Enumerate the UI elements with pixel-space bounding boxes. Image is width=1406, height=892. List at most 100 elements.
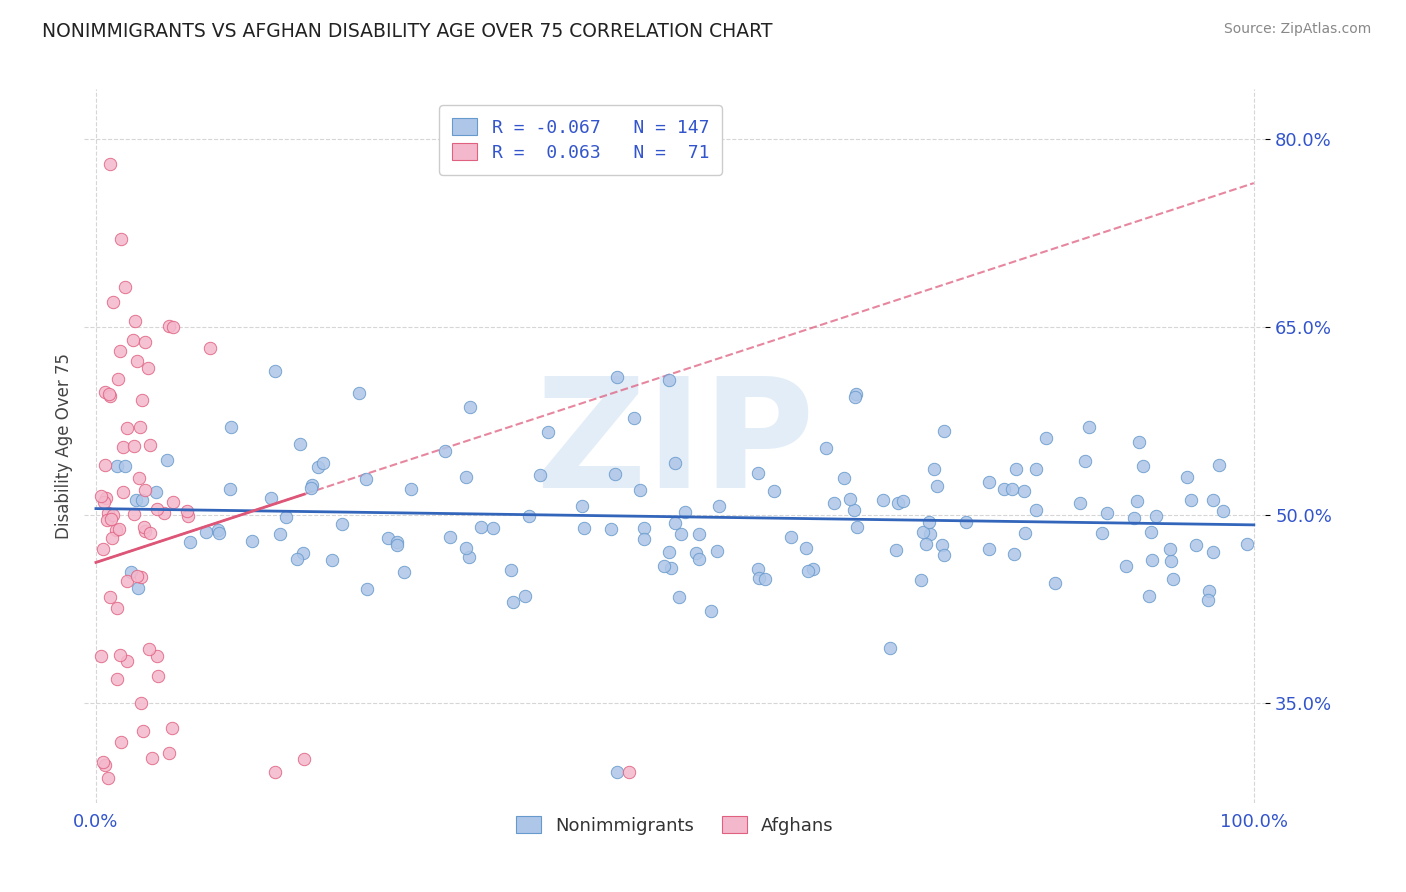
Point: [112, 440, 135, 454]
Point: [893, 494, 915, 508]
Point: [122, 439, 145, 453]
Point: [1115, 559, 1137, 574]
Point: [219, 420, 242, 434]
Point: [456, 541, 478, 555]
Point: [571, 499, 593, 513]
Point: [470, 520, 492, 534]
Point: [688, 527, 710, 541]
Point: [499, 563, 522, 577]
Point: [600, 522, 623, 536]
Point: [120, 565, 142, 579]
Point: [260, 491, 283, 505]
Point: [301, 478, 323, 492]
Point: [1097, 506, 1119, 520]
Point: [269, 527, 291, 541]
Point: [347, 386, 370, 401]
Point: [801, 562, 824, 576]
Point: [1202, 545, 1225, 559]
Point: [932, 424, 955, 438]
Point: [1132, 458, 1154, 473]
Point: [104, 523, 127, 537]
Point: [763, 483, 786, 498]
Point: [748, 571, 770, 585]
Point: [706, 544, 728, 558]
Point: [842, 503, 865, 517]
Point: [606, 370, 628, 384]
Point: [931, 538, 953, 552]
Point: [392, 566, 415, 580]
Point: [100, 512, 122, 526]
Point: [658, 545, 681, 559]
Point: [138, 641, 160, 656]
Point: [94, 758, 117, 772]
Text: Source: ZipAtlas.com: Source: ZipAtlas.com: [1223, 22, 1371, 37]
Point: [114, 458, 136, 473]
Point: [240, 534, 263, 549]
Point: [356, 582, 378, 596]
Point: [128, 471, 150, 485]
Point: [125, 493, 148, 508]
Point: [1208, 458, 1230, 472]
Point: [845, 386, 868, 401]
Point: [911, 524, 934, 539]
Point: [94, 491, 117, 505]
Point: [1175, 469, 1198, 483]
Point: [664, 516, 686, 530]
Point: [1073, 454, 1095, 468]
Point: [115, 655, 138, 669]
Point: [134, 334, 156, 349]
Point: [107, 372, 129, 386]
Point: [146, 648, 169, 663]
Point: [122, 333, 145, 347]
Point: [633, 532, 655, 546]
Point: [139, 526, 162, 541]
Point: [925, 479, 948, 493]
Point: [458, 550, 481, 565]
Point: [658, 373, 681, 387]
Point: [832, 471, 855, 485]
Point: [162, 319, 184, 334]
Point: [1160, 554, 1182, 568]
Point: [264, 764, 287, 779]
Text: ZIP: ZIP: [536, 371, 814, 521]
Point: [208, 526, 231, 541]
Point: [124, 313, 146, 327]
Point: [129, 696, 152, 710]
Point: [664, 456, 686, 470]
Point: [134, 483, 156, 498]
Point: [97, 387, 120, 401]
Point: [136, 360, 159, 375]
Point: [797, 564, 820, 578]
Point: [115, 574, 138, 588]
Point: [100, 531, 122, 545]
Point: [977, 541, 1000, 556]
Point: [115, 421, 138, 435]
Point: [1043, 575, 1066, 590]
Point: [815, 442, 838, 456]
Point: [529, 468, 551, 483]
Point: [162, 494, 184, 508]
Point: [1159, 542, 1181, 557]
Point: [195, 525, 218, 540]
Point: [110, 232, 132, 246]
Point: [141, 751, 163, 765]
Point: [688, 552, 710, 566]
Point: [1140, 524, 1163, 539]
Point: [385, 537, 408, 551]
Point: [872, 493, 894, 508]
Point: [932, 549, 955, 563]
Point: [458, 400, 481, 414]
Point: [886, 496, 908, 510]
Point: [93, 384, 115, 399]
Point: [91, 755, 114, 769]
Point: [156, 452, 179, 467]
Point: [354, 473, 377, 487]
Point: [454, 469, 477, 483]
Point: [1001, 483, 1024, 497]
Point: [307, 460, 329, 475]
Point: [385, 534, 408, 549]
Point: [502, 595, 524, 609]
Point: [160, 721, 183, 735]
Point: [1035, 431, 1057, 445]
Point: [1139, 589, 1161, 603]
